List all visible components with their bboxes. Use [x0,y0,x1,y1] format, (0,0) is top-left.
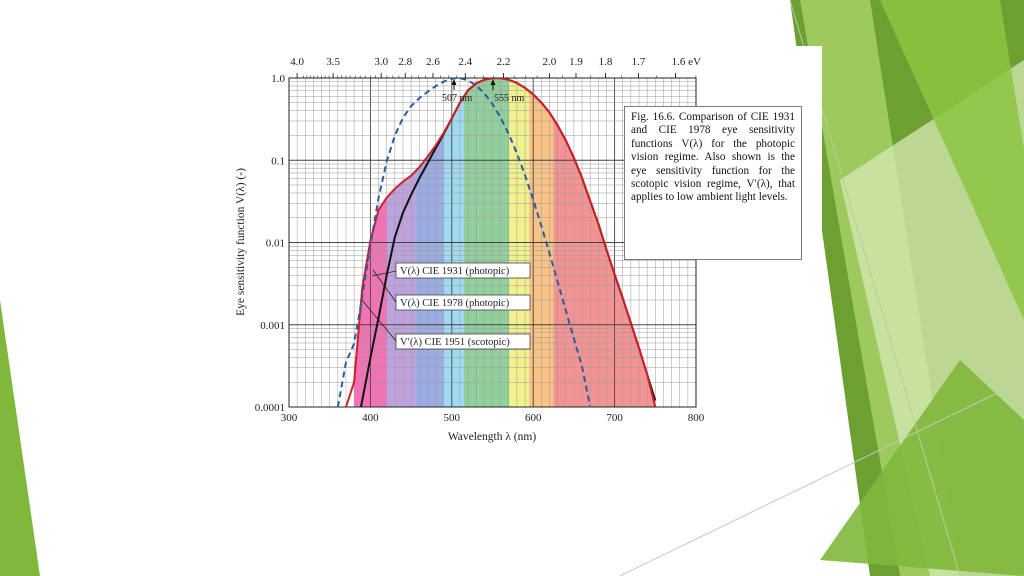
legend-leader-1951 [361,299,397,342]
series-lines [336,78,657,407]
x-tick-label: 500 [444,412,461,424]
top-tick-label: 2.6 [426,56,440,68]
top-tick-label: 2.0 [543,56,557,68]
caption-figure-number: Fig. 16.6. [631,111,675,123]
x-axis-label: Wavelength λ (nm) [448,431,536,443]
axes: 300 400 500 600 700 800 0.0001 0.001 0.01 0.1 1.0 4… [255,56,705,424]
top-tick-label: 1.8 [599,56,613,68]
x-tick-label: 800 [688,412,705,424]
top-tick-label: 2.4 [458,56,472,68]
legend-leader-1931 [371,270,397,277]
deco-line-1 [619,379,1024,576]
legend-box-1931 [395,262,531,279]
top-tick-label: 2.2 [497,56,511,68]
x-tick-label: 400 [362,412,379,424]
top-tick-label: 1.7 [632,56,646,68]
peak-arrowhead-507 [451,79,457,85]
right-deco-bright [880,0,1024,320]
x-tick-label: 600 [525,412,542,424]
legend: V(λ) CIE 1931 (photopic) V(λ) CIE 1978 (… [361,262,531,350]
legend-label-1978: V(λ) CIE 1978 (photopic) [400,298,510,309]
y-tick-label: 0.0001 [255,402,285,414]
legend-box-1978 [395,294,531,311]
legend-label-1951: V′(λ) CIE 1951 (scotopic) [400,337,510,348]
peak-label-555: 555 nm [494,93,525,104]
y-tick-label: 0.001 [260,320,285,332]
x-tick-label: 700 [606,412,623,424]
top-tick-label: 2.8 [398,56,412,68]
peak-arrowhead-555 [490,79,496,85]
top-tick-label: 4.0 [290,56,304,68]
top-tick-label: 3.5 [326,56,340,68]
left-accent-shape [0,300,40,576]
x-tick-label: 300 [281,412,298,424]
legend-box-1951 [395,333,531,350]
top-tick-label: 1.6 eV [672,56,701,68]
right-deco-mid [820,360,1024,576]
legend-label-1931: V(λ) CIE 1931 (photopic) [400,266,510,277]
series-line-1 [345,78,657,407]
series-line-2 [336,78,592,407]
top-tick-label: 3.0 [374,56,388,68]
y-axis-label: Eye sensitivity function V(λ) (-) [235,168,247,316]
y-tick-label: 0.01 [266,238,285,250]
peak-label-507: 507 nm [442,93,473,104]
y-tick-label: 0.1 [271,155,285,167]
y-tick-label: 1.0 [271,73,285,85]
legend-leader-1978 [372,269,397,303]
caption-text: Comparison of CIE 1931 and CIE 1978 eye … [631,111,795,204]
figure-caption: Fig. 16.6. Comparison of CIE 1931 and CI… [624,106,802,260]
peak-annotations: 507 nm 555 nm [442,79,525,104]
top-tick-label: 1.9 [569,56,583,68]
